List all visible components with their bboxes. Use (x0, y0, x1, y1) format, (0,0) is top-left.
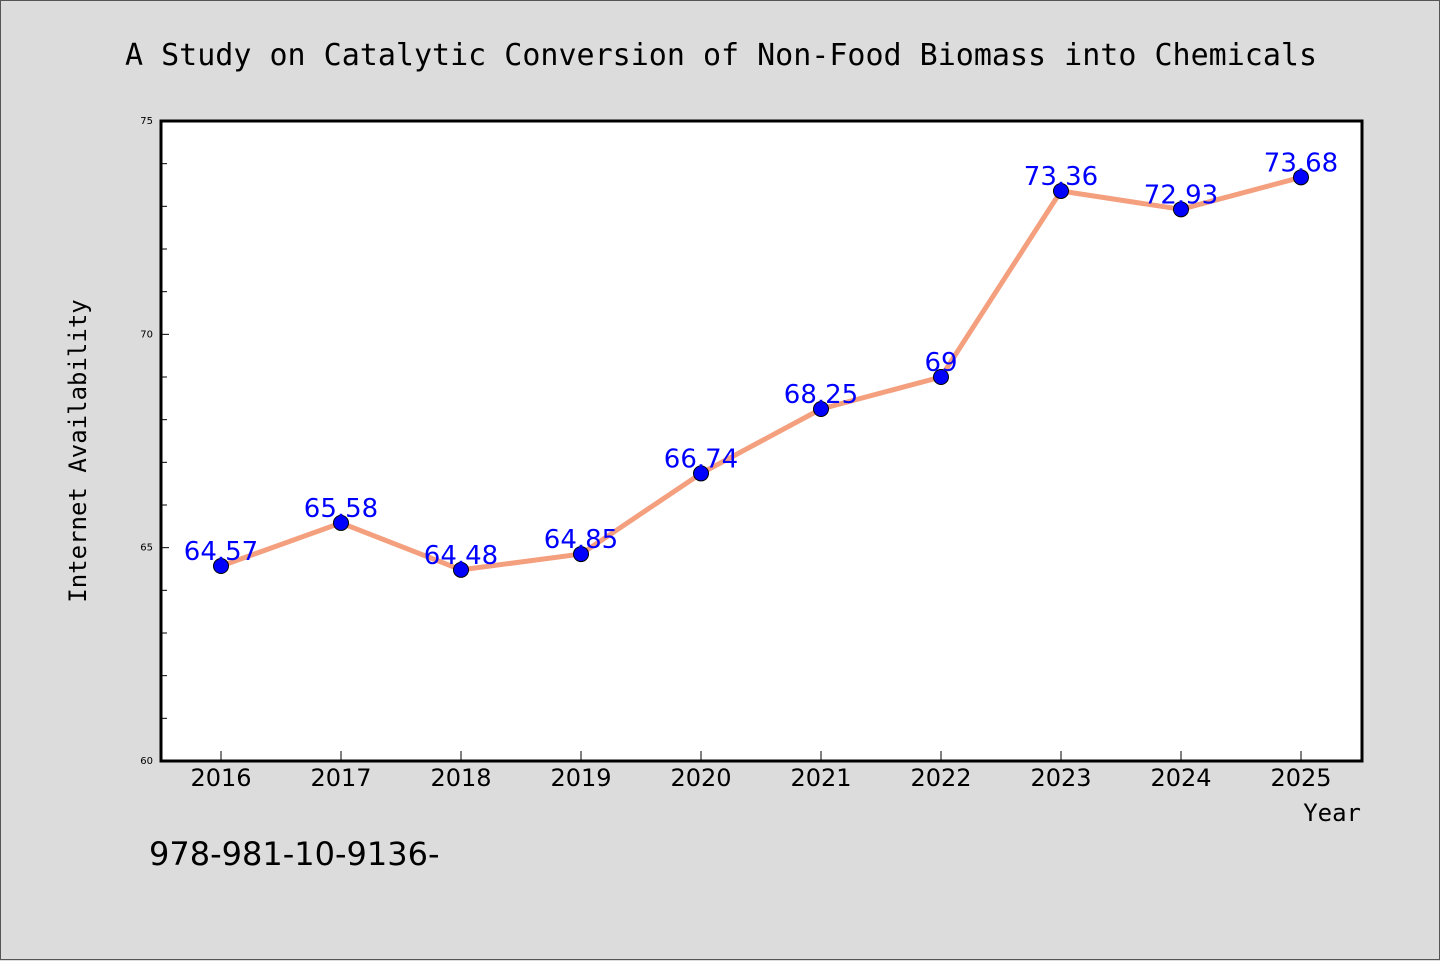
x-tick-label: 2020 (670, 764, 731, 792)
data-label: 72.93 (1144, 180, 1218, 210)
data-point (693, 465, 709, 482)
chart-title: A Study on Catalytic Conversion of Non-F… (125, 38, 1317, 73)
data-label: 64.57 (184, 537, 258, 567)
y-tick-label: 65 (140, 543, 153, 554)
x-tick-label: 2025 (1270, 764, 1331, 792)
data-point (1173, 201, 1189, 218)
y-axis: 60 65 70 75 (140, 116, 169, 767)
data-label: 69 (924, 348, 957, 378)
data-point (933, 369, 949, 385)
data-point (453, 561, 469, 578)
x-axis: 2016 2017 2018 2019 2020 2021 2022 2023 2024 2025 (190, 751, 1332, 792)
data-point (1053, 182, 1069, 199)
y-tick-label: 70 (140, 329, 153, 340)
y-tick-label: 75 (140, 116, 153, 127)
x-tick-label: 2021 (790, 764, 851, 792)
data-point (573, 546, 589, 563)
data-label: 73.36 (1024, 162, 1098, 192)
series-group: 64.57 65.58 64.48 64.85 66.74 68.25 69 73.36 72.… (184, 148, 1338, 578)
data-label: 73.68 (1264, 148, 1338, 178)
y-axis-label: Internet Availability (64, 299, 92, 602)
x-tick-label: 2023 (1030, 764, 1091, 792)
data-point (1293, 169, 1309, 186)
data-label: 64.85 (544, 525, 618, 555)
series-line (218, 174, 1304, 573)
data-label: 64.48 (424, 541, 498, 571)
data-label: 68.25 (784, 380, 858, 410)
data-label: 65.58 (304, 494, 378, 524)
data-point (213, 558, 229, 575)
x-tick-label: 2018 (430, 764, 491, 792)
y-tick-label: 60 (140, 756, 153, 767)
data-label: 66.74 (664, 444, 738, 474)
x-tick-label: 2024 (1150, 764, 1211, 792)
data-point (813, 401, 829, 417)
x-tick-label: 2016 (190, 764, 251, 792)
x-tick-label: 2019 (550, 764, 611, 792)
data-point (333, 514, 349, 531)
x-axis-label: Year (1303, 799, 1361, 827)
x-tick-label: 2017 (310, 764, 371, 792)
footer-isbn: 978-981-10-9136- (149, 835, 440, 873)
x-tick-label: 2022 (910, 764, 971, 792)
